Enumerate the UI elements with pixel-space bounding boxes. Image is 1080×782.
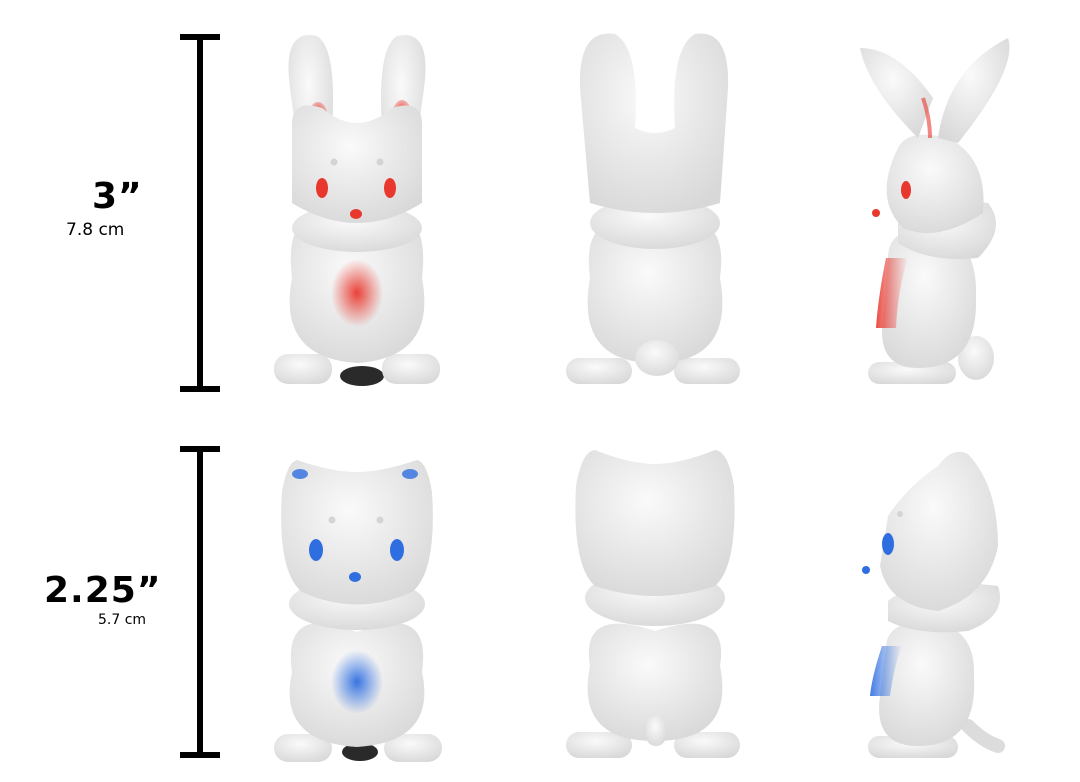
scale-bar-stem xyxy=(197,34,203,392)
height-inches-cat: 2.25” xyxy=(44,570,161,611)
cat-front-view xyxy=(262,452,452,764)
bunny-front-view xyxy=(262,28,452,390)
height-cm-cat: 5.7 cm xyxy=(98,612,146,628)
base-peg xyxy=(340,366,384,386)
tail xyxy=(646,716,666,746)
scale-bar-bottom xyxy=(180,752,220,758)
scale-bar-bunny xyxy=(180,34,224,392)
heart-glow xyxy=(331,259,383,327)
scale-bar-bottom xyxy=(180,386,220,392)
height-inches-bunny: 3” xyxy=(92,176,143,217)
cat-back-view xyxy=(560,446,750,762)
bunny-back-view xyxy=(560,28,750,390)
bunny-side-view xyxy=(858,28,1018,390)
cat-side-view xyxy=(858,446,1008,762)
height-cm-bunny: 7.8 cm xyxy=(66,220,124,240)
scale-bar-stem xyxy=(197,446,203,758)
tail xyxy=(635,340,679,376)
scale-bar-cat xyxy=(180,446,224,758)
heart-glow xyxy=(331,650,383,714)
